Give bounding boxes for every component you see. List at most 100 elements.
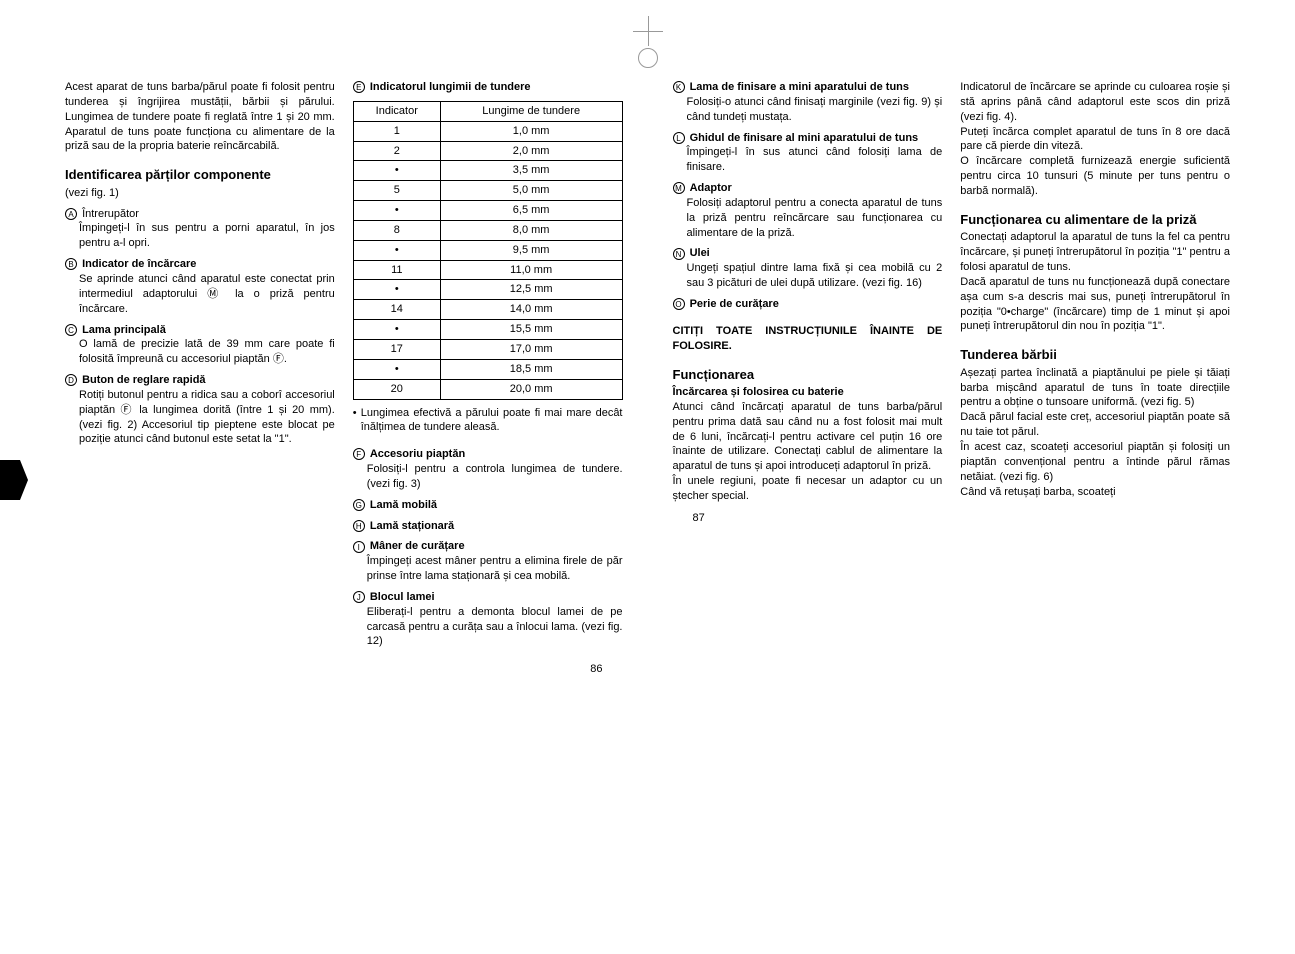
table-cell-indicator: • <box>353 240 440 260</box>
para-full-charge: O încărcare completă furnizează energie … <box>960 154 1230 199</box>
circle-letter-j: J <box>353 591 365 603</box>
item-g-label: Lamă mobilă <box>370 499 437 511</box>
right-col-1: K Lama de finisare a mini aparatului de … <box>673 80 943 504</box>
item-n: N Ulei Ungeți spațiul dintre lama fixă ș… <box>673 246 943 291</box>
table-row: •15,5 mm <box>353 320 622 340</box>
right-page: K Lama de finisare a mini aparatului de … <box>648 80 1256 934</box>
table-row: •6,5 mm <box>353 201 622 221</box>
circle-letter-g: G <box>353 499 365 511</box>
item-a-body: Împingeți-l în sus pentru a porni aparat… <box>65 221 335 251</box>
circle-letter-m: M <box>673 182 685 194</box>
para-charge-time: Puteți încărca complet aparatul de tuns … <box>960 125 1230 155</box>
table-cell-indicator: 20 <box>353 379 440 399</box>
item-o-label: Perie de curățare <box>690 298 779 310</box>
table-cell-indicator: 1 <box>353 121 440 141</box>
item-d: D Buton de reglare rapidă Rotiți butonul… <box>65 373 335 447</box>
item-d-label: Buton de reglare rapidă <box>82 374 205 386</box>
item-i-body: Împingeți acest mâner pentru a elimina f… <box>353 554 623 584</box>
table-cell-length: 14,0 mm <box>440 300 622 320</box>
sub-charging-body: Atunci când încărcați aparatul de tuns b… <box>673 400 943 474</box>
item-o: O Perie de curățare <box>673 297 943 312</box>
table-cell-length: 11,0 mm <box>440 260 622 280</box>
para-mains-reset: Dacă aparatul de tuns nu funcționează du… <box>960 275 1230 334</box>
heading-operation: Funcționarea <box>673 366 943 384</box>
table-cell-indicator: • <box>353 320 440 340</box>
para-mains-connect: Conectați adaptorul la aparatul de tuns … <box>960 230 1230 275</box>
table-cell-indicator: • <box>353 201 440 221</box>
item-j-label: Blocul lamei <box>370 591 435 603</box>
item-h: H Lamă staționară <box>353 519 623 534</box>
circle-letter-n: N <box>673 248 685 260</box>
table-row: 55,0 mm <box>353 181 622 201</box>
item-b: B Indicator de încărcare Se aprinde atun… <box>65 257 335 316</box>
item-i-label: Mâner de curățare <box>370 540 465 552</box>
sub-charging-body2: În unele regiuni, poate fi necesar un ad… <box>673 474 943 504</box>
item-m-body: Folosiți adaptorul pentru a conecta apar… <box>673 196 943 241</box>
heading-beard-trim: Tunderea bărbii <box>960 346 1230 364</box>
table-cell-indicator: 2 <box>353 141 440 161</box>
table-header-length: Lungime de tundere <box>440 101 622 121</box>
circle-letter-d: D <box>65 374 77 386</box>
table-cell-length: 8,0 mm <box>440 220 622 240</box>
item-e: E Indicatorul lungimii de tundere <box>353 80 623 95</box>
circle-letter-i: I <box>353 541 365 553</box>
item-n-label: Ulei <box>690 247 710 259</box>
page-number-left: 86 <box>65 663 623 675</box>
para-indicator: Indicatorul de încărcare se aprinde cu c… <box>960 80 1230 125</box>
para-comb-remove: În acest caz, scoateți accesoriul piaptă… <box>960 440 1230 485</box>
table-row: 1414,0 mm <box>353 300 622 320</box>
item-l-label: Ghidul de finisare al mini aparatului de… <box>690 132 919 144</box>
table-cell-length: 18,5 mm <box>440 359 622 379</box>
table-row: •18,5 mm <box>353 359 622 379</box>
para-retouch: Când vă retușați barba, scoateți <box>960 485 1230 500</box>
table-cell-indicator: • <box>353 359 440 379</box>
table-header-indicator: Indicator <box>353 101 440 121</box>
para-trim-technique: Așezați partea înclinată a piaptănului p… <box>960 366 1230 411</box>
item-n-body: Ungeți spațiul dintre lama fixă și cea m… <box>673 261 943 291</box>
circle-letter-e: E <box>353 81 365 93</box>
circle-letter-f: F <box>353 448 365 460</box>
table-row: 11,0 mm <box>353 121 622 141</box>
item-c: C Lama principală O lamă de precizie lat… <box>65 323 335 368</box>
right-col-2: Indicatorul de încărcare se aprinde cu c… <box>960 80 1230 504</box>
heading-parts: Identificarea părților componente <box>65 166 335 184</box>
table-cell-length: 9,5 mm <box>440 240 622 260</box>
page-tab-marker <box>0 460 20 500</box>
item-c-body: O lamă de precizie lată de 39 mm care po… <box>65 337 335 367</box>
table-cell-length: 2,0 mm <box>440 141 622 161</box>
table-row: •12,5 mm <box>353 280 622 300</box>
table-row: 88,0 mm <box>353 220 622 240</box>
item-i: I Mâner de curățare Împingeți acest mâne… <box>353 539 623 584</box>
table-cell-length: 3,5 mm <box>440 161 622 181</box>
item-c-label: Lama principală <box>82 324 166 336</box>
left-col-1: Acest aparat de tuns barba/părul poate f… <box>65 80 335 655</box>
table-cell-length: 20,0 mm <box>440 379 622 399</box>
item-a-label: Întrerupător <box>82 208 139 220</box>
table-cell-indicator: 11 <box>353 260 440 280</box>
item-j-body: Eliberați-l pentru a demonta blocul lame… <box>353 605 623 650</box>
heading-mains: Funcționarea cu alimentare de la priză <box>960 211 1230 229</box>
table-row: •9,5 mm <box>353 240 622 260</box>
item-l: L Ghidul de finisare al mini aparatului … <box>673 131 943 176</box>
circle-letter-b: B <box>65 258 77 270</box>
table-row: 2020,0 mm <box>353 379 622 399</box>
item-l-body: Împingeți-l în sus atunci când folosiți … <box>673 145 943 175</box>
item-f-body: Folosiți-l pentru a controla lungimea de… <box>353 462 623 492</box>
item-a: A Întrerupător Împingeți-l în sus pentru… <box>65 207 335 252</box>
sub-charging-label: Încărcarea și folosirea cu baterie <box>673 386 844 398</box>
table-cell-length: 12,5 mm <box>440 280 622 300</box>
item-m-label: Adaptor <box>690 182 732 194</box>
circle-letter-k: K <box>673 81 685 93</box>
table-row: 1717,0 mm <box>353 339 622 359</box>
left-page: Acest aparat de tuns barba/părul poate f… <box>40 80 648 934</box>
circle-letter-o: O <box>673 298 685 310</box>
page-number-right: 87 <box>673 512 1231 524</box>
item-m: M Adaptor Folosiți adaptorul pentru a co… <box>673 181 943 240</box>
table-cell-length: 17,0 mm <box>440 339 622 359</box>
heading-parts-ref: (vezi fig. 1) <box>65 186 335 201</box>
item-b-label: Indicator de încărcare <box>82 258 196 270</box>
table-cell-indicator: 17 <box>353 339 440 359</box>
item-k-label: Lama de finisare a mini aparatului de tu… <box>690 81 909 93</box>
item-f-label: Accesoriu piaptăn <box>370 448 465 460</box>
item-f: F Accesoriu piaptăn Folosiți-l pentru a … <box>353 447 623 492</box>
